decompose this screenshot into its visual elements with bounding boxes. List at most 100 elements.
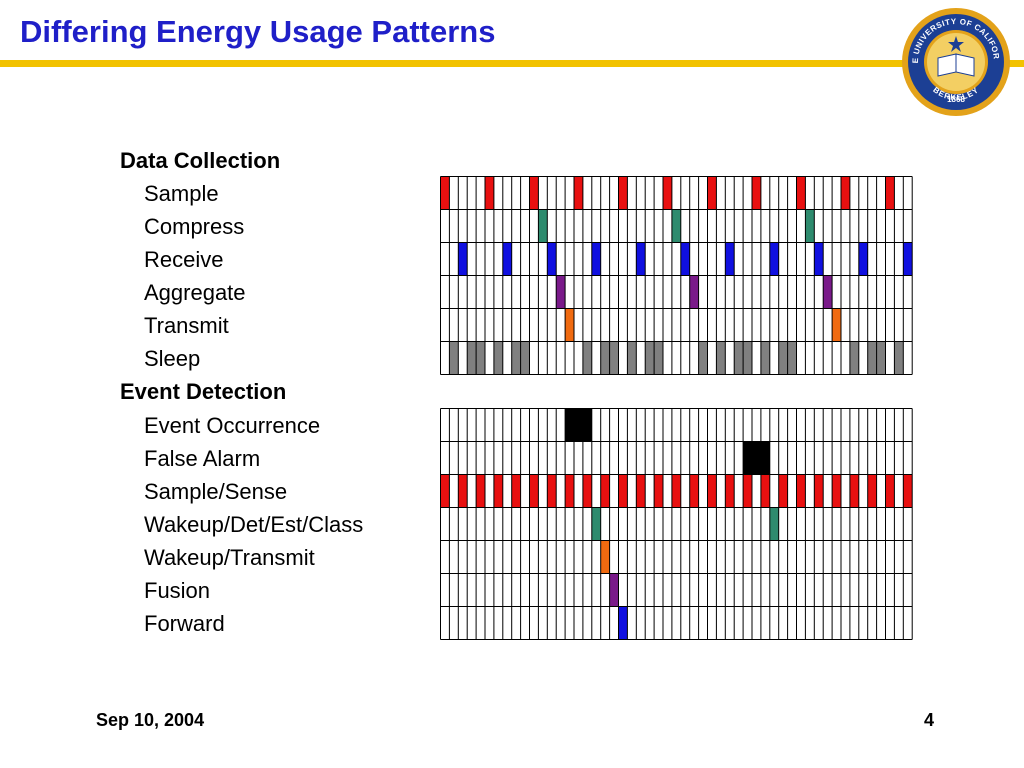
row-label-sleep: Sleep bbox=[144, 346, 201, 371]
dc-sleep-event-1 bbox=[467, 341, 477, 375]
dc-sleep-event-18 bbox=[787, 341, 797, 375]
heading-event-detection: Event Detection bbox=[120, 379, 287, 404]
ed-sample-sense-event-25 bbox=[885, 474, 895, 508]
ed-sample-sense-event-3 bbox=[493, 474, 503, 508]
ed-wakeup-transmit-event-0 bbox=[600, 540, 610, 574]
dc-sleep-event-15 bbox=[743, 341, 752, 375]
dc-sleep-event-8 bbox=[609, 341, 619, 375]
dc-sample-event-2 bbox=[529, 176, 539, 210]
dc-sample-event-6 bbox=[707, 176, 717, 210]
ed-sample-sense-event-22 bbox=[832, 474, 841, 508]
dc-receive-event-3 bbox=[591, 242, 601, 276]
dc-receive-event-1 bbox=[502, 242, 512, 276]
dc-sample-event-8 bbox=[796, 176, 806, 210]
dc-receive-event-4 bbox=[636, 242, 646, 276]
dc-receive-event-7 bbox=[769, 242, 779, 276]
ed-sample-sense-event-10 bbox=[618, 474, 628, 508]
dc-sleep-event-5 bbox=[520, 341, 530, 375]
ed-sample-sense-event-1 bbox=[458, 474, 468, 508]
row-label-sample: Sample bbox=[144, 181, 219, 206]
ed-sample-sense-event-26 bbox=[903, 474, 913, 508]
ed-sample-sense-event-6 bbox=[547, 474, 557, 508]
dc-compress-event-0 bbox=[538, 209, 548, 243]
ed-sample-sense-event-5 bbox=[529, 474, 539, 508]
seal-year: 1868 bbox=[947, 95, 965, 104]
university-seal: THE UNIVERSITY OF CALIFORNIA BERKELEY 18… bbox=[900, 6, 1012, 118]
dc-sleep-event-3 bbox=[493, 341, 503, 375]
ed-sample-sense-event-12 bbox=[654, 474, 663, 508]
ed-sample-sense-event-15 bbox=[707, 474, 717, 508]
dc-sleep-event-7 bbox=[600, 341, 610, 375]
ed-sample-sense-event-18 bbox=[760, 474, 770, 508]
footer-date: Sep 10, 2004 bbox=[96, 710, 205, 730]
dc-aggregate-event-0 bbox=[556, 275, 566, 309]
dc-sample-event-1 bbox=[485, 176, 494, 210]
dc-sample-event-5 bbox=[663, 176, 672, 210]
ed-sample-sense-event-9 bbox=[600, 474, 610, 508]
dc-sample-event-4 bbox=[618, 176, 628, 210]
dc-receive-event-6 bbox=[725, 242, 735, 276]
dc-sample-event-0 bbox=[440, 176, 450, 210]
dc-transmit-event-0 bbox=[565, 308, 574, 342]
ed-wakeup-det-est-class-event-0 bbox=[591, 507, 601, 541]
row-label-aggregate: Aggregate bbox=[144, 280, 246, 305]
dc-sleep-event-17 bbox=[778, 341, 788, 375]
dc-receive-event-5 bbox=[680, 242, 690, 276]
ed-false-alarm-event-0 bbox=[743, 441, 770, 475]
dc-aggregate-event-2 bbox=[823, 275, 833, 309]
dc-sleep-event-9 bbox=[627, 341, 637, 375]
dc-receive-event-9 bbox=[858, 242, 868, 276]
dc-sleep-event-16 bbox=[760, 341, 770, 375]
dc-sleep-event-10 bbox=[645, 341, 655, 375]
row-label-false-alarm: False Alarm bbox=[144, 446, 261, 471]
dc-sleep-event-4 bbox=[511, 341, 521, 375]
event-detection-timeline bbox=[440, 408, 913, 640]
ed-sample-sense-event-11 bbox=[636, 474, 646, 508]
dc-sleep-event-21 bbox=[876, 341, 886, 375]
dc-sleep-event-0 bbox=[449, 341, 459, 375]
row-label-receive: Receive bbox=[144, 247, 224, 272]
row-label-wakeup-transmit: Wakeup/Transmit bbox=[144, 545, 315, 570]
slide-title: Differing Energy Usage Patterns bbox=[20, 14, 496, 49]
ed-sample-sense-event-7 bbox=[565, 474, 574, 508]
heading-data-collection: Data Collection bbox=[120, 148, 281, 173]
row-label-compress: Compress bbox=[144, 214, 245, 239]
ed-sample-sense-event-14 bbox=[689, 474, 699, 508]
dc-compress-event-2 bbox=[805, 209, 815, 243]
ed-event-occurrence-event-0 bbox=[565, 408, 592, 442]
dc-transmit-event-1 bbox=[832, 308, 841, 342]
dc-receive-event-2 bbox=[547, 242, 557, 276]
ed-sample-sense-event-17 bbox=[743, 474, 752, 508]
dc-sleep-event-19 bbox=[849, 341, 859, 375]
ed-sample-sense-event-0 bbox=[440, 474, 450, 508]
row-label-forward: Forward bbox=[144, 611, 225, 636]
ed-sample-sense-event-23 bbox=[849, 474, 859, 508]
dc-sample-event-7 bbox=[752, 176, 761, 210]
dc-sample-event-3 bbox=[574, 176, 583, 210]
dc-sleep-event-14 bbox=[734, 341, 744, 375]
dc-sleep-event-11 bbox=[654, 341, 663, 375]
dc-sleep-event-13 bbox=[716, 341, 726, 375]
ed-sample-sense-event-20 bbox=[796, 474, 806, 508]
dc-sample-event-9 bbox=[841, 176, 850, 210]
ed-wakeup-det-est-class-event-1 bbox=[769, 507, 779, 541]
data-collection-timeline bbox=[440, 176, 913, 375]
page-number: 4 bbox=[924, 710, 935, 730]
ed-sample-sense-event-24 bbox=[867, 474, 877, 508]
dc-receive-event-0 bbox=[458, 242, 468, 276]
ed-sample-sense-event-4 bbox=[511, 474, 521, 508]
row-label-event-occurrence: Event Occurrence bbox=[144, 413, 321, 438]
dc-sleep-event-20 bbox=[867, 341, 877, 375]
ed-fusion-event-0 bbox=[609, 573, 619, 607]
dc-receive-event-8 bbox=[814, 242, 824, 276]
row-label-transmit: Transmit bbox=[144, 313, 229, 338]
ed-forward-event-0 bbox=[618, 606, 628, 640]
star-icon bbox=[948, 36, 964, 52]
dc-receive-event-10 bbox=[903, 242, 913, 276]
dc-sleep-event-6 bbox=[582, 341, 592, 375]
dc-aggregate-event-1 bbox=[689, 275, 699, 309]
title-divider bbox=[0, 60, 1024, 67]
dc-sample-event-10 bbox=[885, 176, 895, 210]
ed-sample-sense-event-13 bbox=[671, 474, 681, 508]
row-label-fusion: Fusion bbox=[144, 578, 211, 603]
